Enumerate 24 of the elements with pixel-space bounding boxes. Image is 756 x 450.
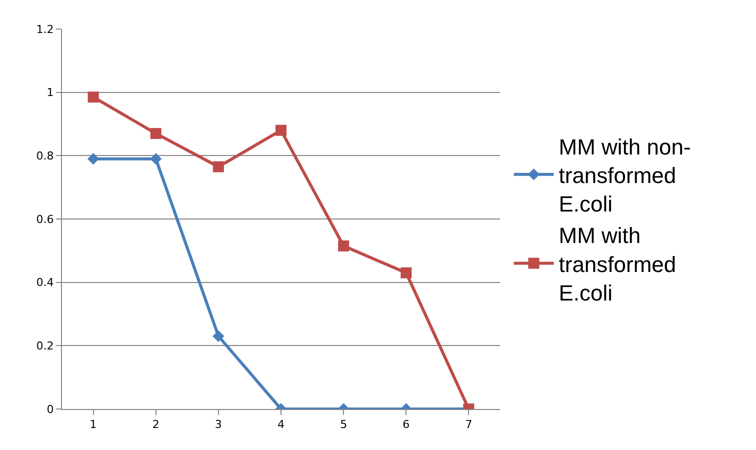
x-tick-label: 7	[465, 418, 472, 432]
point	[400, 267, 412, 278]
point	[87, 152, 100, 165]
x-tick-label: 4	[278, 418, 284, 432]
point	[88, 92, 99, 103]
y-tick-label: 1.2	[36, 22, 54, 36]
point	[338, 240, 350, 252]
y-tick-label: 0.4	[36, 276, 54, 290]
legend-label: MM with transformed E.coli	[558, 223, 676, 306]
x-tick-label: 5	[340, 418, 348, 432]
x-tick-label: 2	[152, 418, 160, 432]
y-tick-label: 0.2	[36, 340, 54, 353]
point	[150, 128, 162, 139]
y-tick-label: 0.6	[36, 212, 54, 226]
y-tick-label: 0	[46, 402, 54, 416]
x-tick-label: 6	[402, 418, 410, 432]
y-tick-label: 0.8	[36, 150, 54, 163]
y-tick-label: 1	[46, 86, 54, 100]
legend-label: MM with non-transformed E.coli	[558, 134, 691, 217]
point	[150, 152, 162, 165]
point	[212, 161, 224, 172]
point	[276, 124, 286, 136]
x-tick-label: 1	[90, 418, 97, 432]
x-tick-label: 3	[214, 418, 222, 432]
